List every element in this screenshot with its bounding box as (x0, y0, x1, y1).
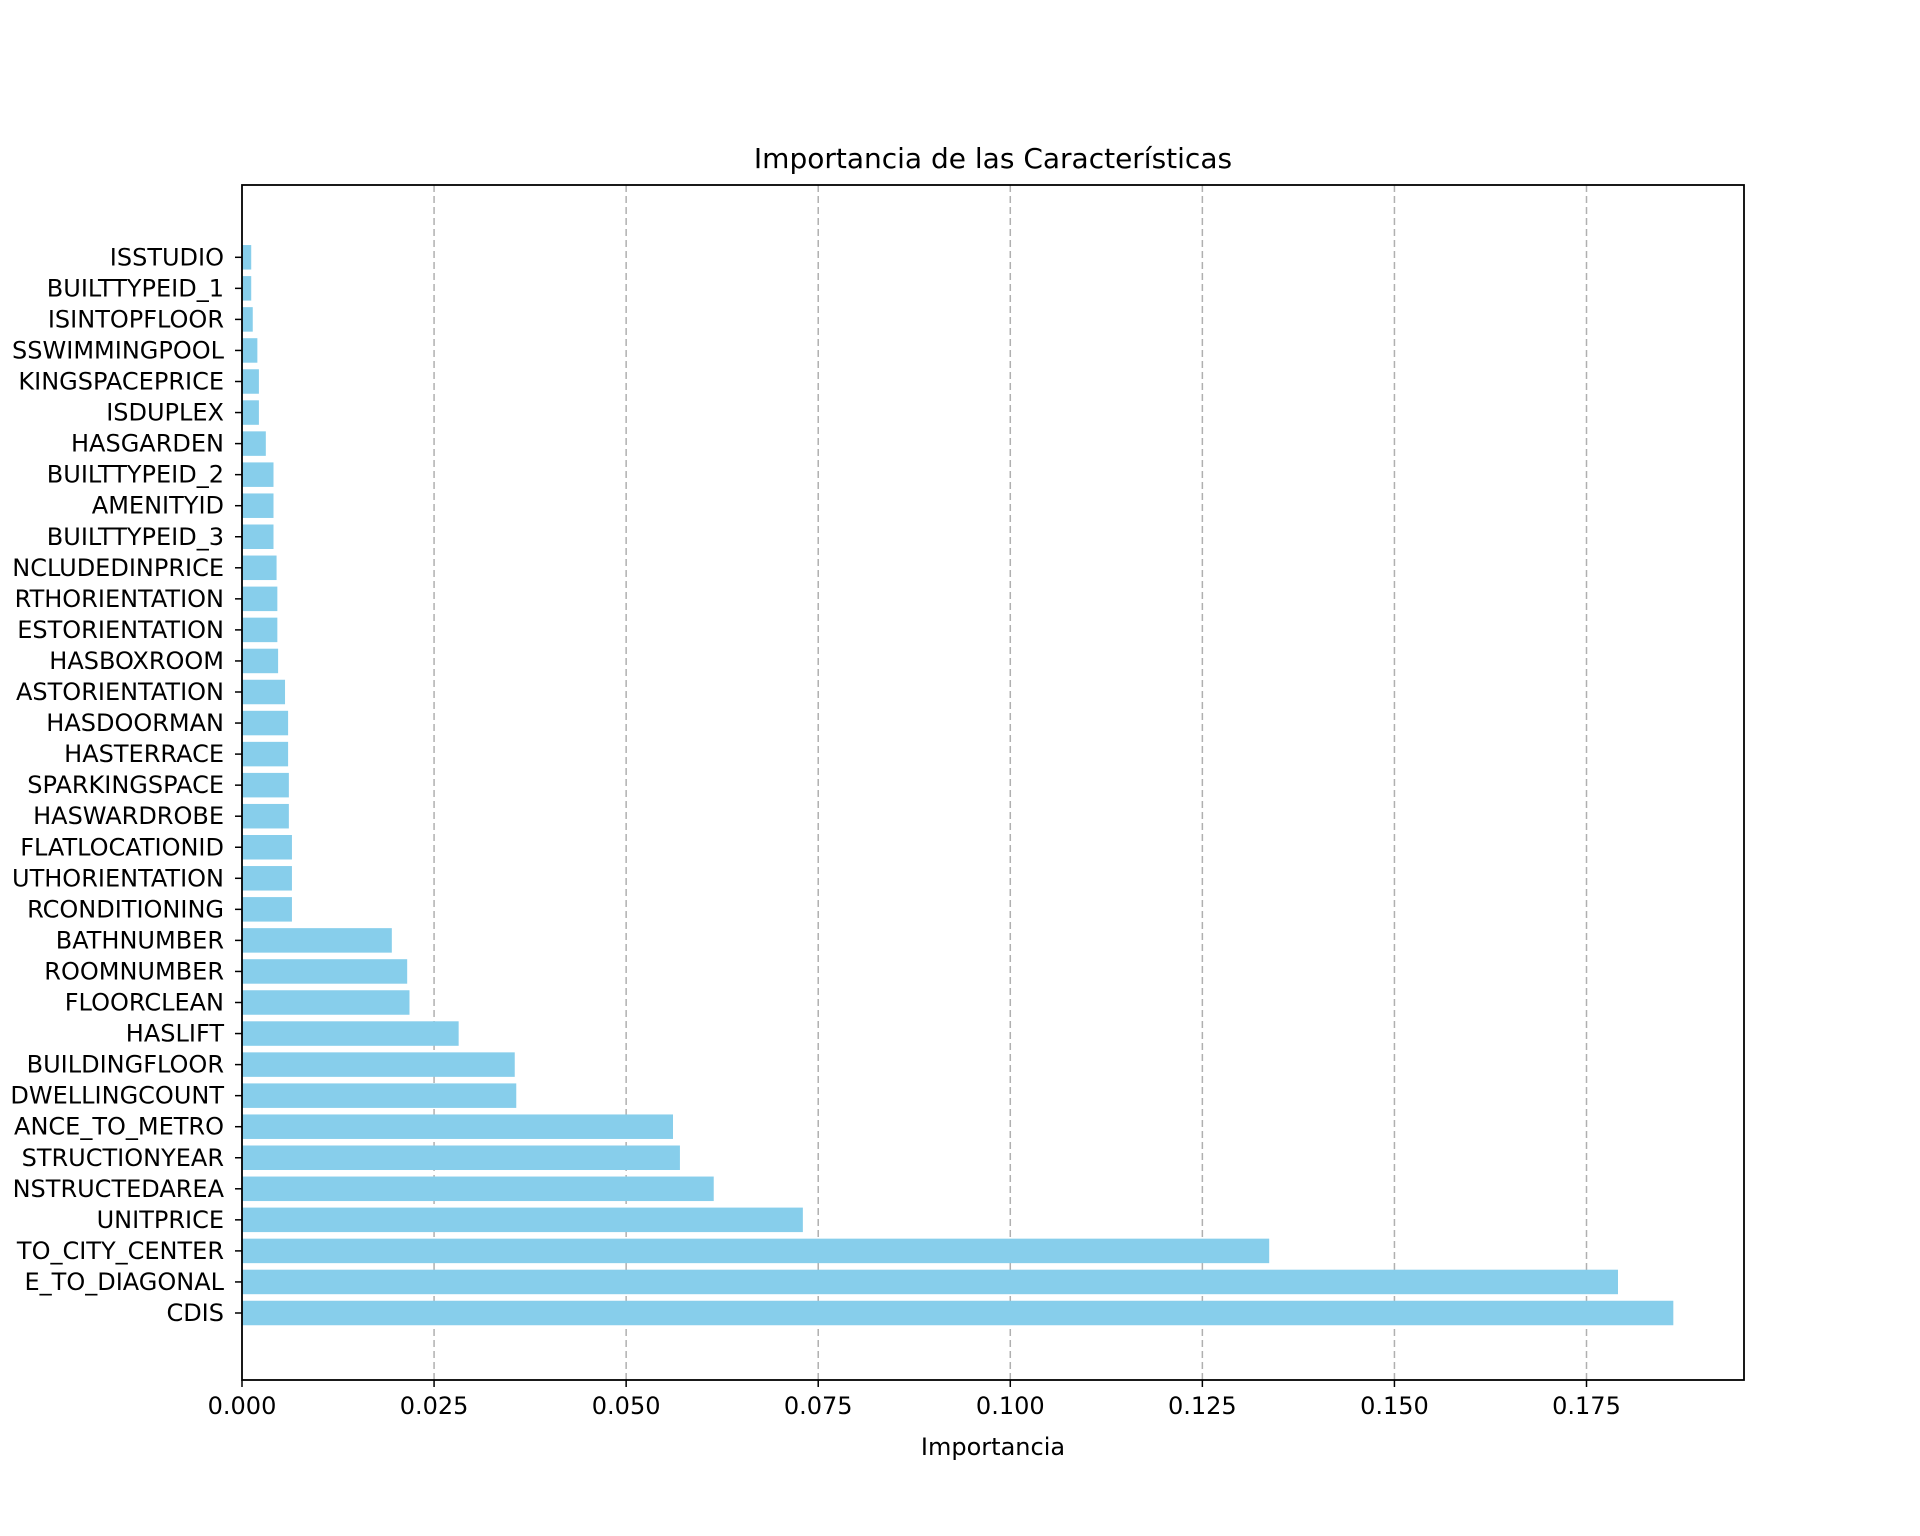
x-tick-label: 0.050 (592, 1392, 661, 1420)
bar (242, 1145, 680, 1170)
bar (242, 431, 266, 456)
bar (242, 835, 292, 860)
x-tick-label: 0.100 (976, 1392, 1045, 1420)
bar (242, 1083, 517, 1108)
x-tick-label: 0.150 (1360, 1392, 1429, 1420)
bars (242, 245, 1674, 1326)
y-tick-label: RCONDITIONING (27, 895, 224, 923)
y-tick-label: UTHORIENTATION (12, 864, 224, 892)
x-tick-label: 0.175 (1552, 1392, 1621, 1420)
y-tick-label: ROOMNUMBER (44, 957, 224, 985)
y-tick-label: SSWIMMINGPOOL (12, 336, 225, 364)
bar (242, 1269, 1619, 1295)
y-tick-label: HASDOORMAN (46, 709, 224, 737)
bar (242, 959, 408, 984)
y-tick-label: BUILTTYPEID_2 (47, 461, 224, 489)
bar (242, 338, 258, 363)
bar (242, 462, 274, 487)
y-tick-label: HASGARDEN (71, 430, 224, 458)
x-tick-label: 0.025 (400, 1392, 469, 1420)
y-tick-label: FLATLOCATIONID (20, 833, 224, 861)
bar (242, 1052, 515, 1077)
x-axis-ticks: 0.000 0.025 0.050 0.075 0.100 0.125 0.150 0.175 (208, 1380, 1621, 1420)
y-tick-label: CDIS (166, 1299, 224, 1327)
bar (242, 897, 292, 922)
bar (242, 369, 259, 394)
bar (242, 1114, 674, 1139)
bar (242, 1300, 1674, 1326)
grid-lines (433, 185, 1588, 1380)
bar (242, 648, 279, 674)
bar (242, 617, 278, 643)
y-tick-label: HASTERRACE (64, 740, 224, 768)
bar (242, 1238, 1270, 1264)
y-tick-label: TO_CITY_CENTER (16, 1237, 224, 1265)
bar (242, 307, 253, 332)
bar (242, 1207, 803, 1233)
y-tick-label: SPARKINGSPACE (27, 771, 224, 799)
bar (242, 990, 410, 1015)
x-tick-label: 0.000 (208, 1392, 277, 1420)
y-tick-label: RTHORIENTATION (15, 585, 224, 613)
x-tick-label: 0.125 (1168, 1392, 1237, 1420)
bar (242, 245, 252, 270)
y-tick-label: HASWARDROBE (33, 802, 224, 830)
bar (242, 276, 252, 301)
x-tick-label: 0.075 (784, 1392, 853, 1420)
y-tick-label: BATHNUMBER (56, 926, 224, 954)
y-tick-label: BUILDINGFLOOR (27, 1051, 224, 1079)
y-tick-label: E_TO_DIAGONAL (25, 1268, 225, 1296)
y-tick-label: ISINTOPFLOOR (48, 305, 224, 333)
y-tick-label: DWELLINGCOUNT (10, 1082, 224, 1110)
y-tick-label: AMENITYID (92, 492, 224, 520)
bar (242, 1021, 459, 1046)
y-tick-label: ISSTUDIO (110, 243, 224, 271)
y-tick-label: ISDUPLEX (106, 399, 224, 427)
y-tick-label: HASBOXROOM (49, 647, 224, 675)
y-tick-label: NCLUDEDINPRICE (12, 554, 224, 582)
bar (242, 803, 289, 829)
y-tick-label: BUILTTYPEID_1 (47, 274, 224, 302)
bar (242, 928, 392, 953)
y-tick-label: ASTORIENTATION (16, 678, 224, 706)
y-tick-label: UNITPRICE (97, 1206, 224, 1234)
bar (242, 710, 289, 736)
bar (242, 772, 289, 798)
bar (242, 1176, 714, 1202)
bar (242, 400, 259, 425)
y-tick-label: ESTORIENTATION (17, 616, 224, 644)
y-tick-label: FLOORCLEAN (65, 989, 224, 1017)
bar (242, 493, 274, 518)
y-tick-label: STRUCTIONYEAR (22, 1144, 224, 1172)
bar (242, 741, 289, 767)
bar (242, 524, 274, 549)
bar (242, 586, 278, 612)
y-tick-label: HASLIFT (126, 1020, 225, 1048)
y-tick-label: KINGSPACEPRICE (18, 368, 224, 396)
y-tick-label: NSTRUCTEDAREA (13, 1175, 225, 1203)
x-axis-label: Importancia (921, 1433, 1065, 1461)
bar (242, 866, 292, 891)
bar (242, 555, 277, 581)
y-tick-label: BUILTTYPEID_3 (47, 523, 224, 551)
plot-frame (241, 184, 1745, 1381)
y-tick-label: ANCE_TO_METRO (14, 1113, 224, 1141)
y-axis-ticks: CDIS E_TO_DIAGONAL TO_CITY_CENTER UNITPRICE… (10, 243, 242, 1327)
chart-title: Importancia de las Características (754, 142, 1232, 175)
bar (242, 679, 286, 705)
